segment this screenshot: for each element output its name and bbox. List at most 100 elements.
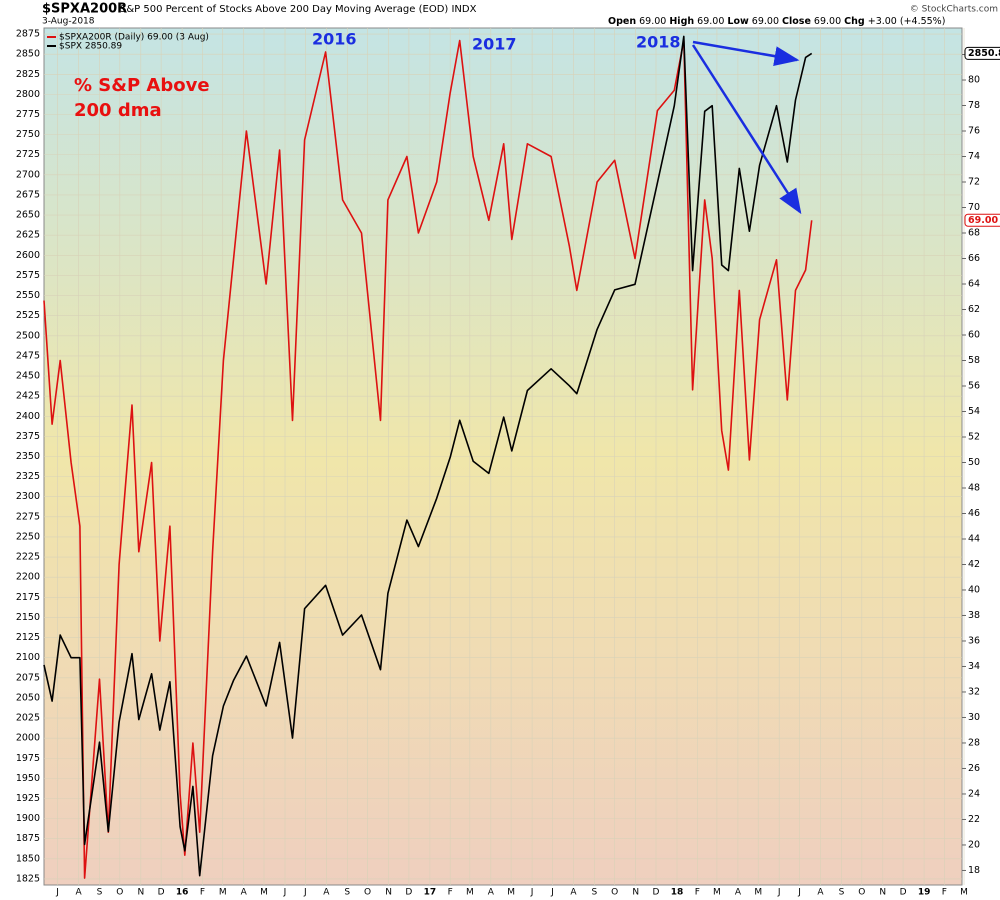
x-tick-label: 18 [671, 888, 684, 898]
y2-tick-label: 74 [968, 151, 980, 162]
y2-tick-label: 30 [968, 712, 980, 723]
y-tick-label: 2050 [16, 692, 40, 703]
y-tick-label: 1950 [16, 773, 40, 784]
y2-tick-label: 64 [968, 279, 980, 290]
y-tick-label: 2100 [16, 652, 40, 663]
y-tick-label: 2675 [16, 189, 40, 200]
x-tick-label: A [75, 888, 82, 898]
annotation: % S&P Above [74, 75, 210, 96]
value-badge [964, 46, 1000, 60]
y-tick-label: 2200 [16, 572, 40, 583]
value-badge [964, 213, 1000, 227]
y-tick-label: 2400 [16, 411, 40, 422]
x-tick-label: M [960, 888, 968, 898]
annotation: 2017 [472, 35, 517, 54]
y-tick-label: 2175 [16, 592, 40, 603]
y2-tick-label: 48 [968, 482, 980, 493]
quote-val: 69.00 [814, 16, 841, 27]
x-tick-label: F [942, 888, 947, 898]
quote-key: Open [608, 16, 636, 27]
y2-tick-label: 78 [968, 100, 980, 111]
quote-val: 69.00 [697, 16, 724, 27]
y-tick-label: 2850 [16, 49, 40, 60]
x-tick-label: M [507, 888, 515, 898]
y-tick-label: 2525 [16, 310, 40, 321]
y-tick-label: 2750 [16, 129, 40, 140]
x-tick-label: A [241, 888, 248, 898]
x-tick-label: A [488, 888, 495, 898]
arrow [692, 40, 800, 67]
x-tick-label: D [653, 888, 660, 898]
y-tick-label: 1925 [16, 793, 40, 804]
y-tick-label: 2500 [16, 330, 40, 341]
x-tick-label: F [695, 888, 700, 898]
x-tick-label: S [97, 888, 103, 898]
x-tick-label: O [858, 888, 865, 898]
x-tick-label: 19 [918, 888, 931, 898]
quote-val: 69.00 [639, 16, 666, 27]
y-tick-label: 2075 [16, 672, 40, 683]
x-tick-label: M [219, 888, 227, 898]
quote-val: +3.00 (+4.55%) [868, 16, 946, 27]
quote-key: High [669, 16, 694, 27]
y2-tick-label: 70 [968, 202, 980, 213]
y-tick-label: 2350 [16, 451, 40, 462]
y-tick-label: 2225 [16, 552, 40, 563]
quote-key: Close [782, 16, 811, 27]
x-tick-label: M [466, 888, 474, 898]
y2-tick-label: 24 [968, 788, 980, 799]
y-tick-label: 1825 [16, 873, 40, 884]
y-tick-label: 2275 [16, 511, 40, 522]
annotation: 200 dma [74, 100, 162, 121]
y-tick-label: 2425 [16, 391, 40, 402]
y-tick-label: 2475 [16, 350, 40, 361]
x-tick-label: N [385, 888, 392, 898]
legend-label: $SPXA200R (Daily) 69.00 (3 Aug) [59, 33, 209, 43]
x-tick-label: D [405, 888, 412, 898]
x-tick-label: S [839, 888, 845, 898]
y-tick-label: 2650 [16, 210, 40, 221]
y-tick-label: 2825 [16, 69, 40, 80]
y2-tick-label: 68 [968, 228, 980, 239]
y2-tick-label: 18 [968, 865, 980, 876]
x-tick-label: 16 [176, 888, 189, 898]
y2-tick-label: 22 [968, 814, 980, 825]
quote-key: Chg [844, 16, 865, 27]
value-badge-label: 2850.89 [968, 48, 1000, 59]
arrow [691, 44, 802, 215]
y2-tick-label: 28 [968, 737, 980, 748]
x-tick-label: S [344, 888, 350, 898]
x-tick-label: D [900, 888, 907, 898]
symbol: $SPXA200R [42, 2, 127, 17]
x-tick-label: J [55, 888, 59, 898]
legend-label: $SPX 2850.89 [59, 42, 122, 52]
date: 3-Aug-2018 [42, 17, 95, 27]
y2-tick-label: 26 [968, 763, 980, 774]
y-tick-label: 2125 [16, 632, 40, 643]
y2-tick-label: 58 [968, 355, 980, 366]
annotation: 2016 [312, 30, 357, 49]
y2-tick-label: 60 [968, 330, 980, 341]
y2-tick-label: 62 [968, 304, 980, 315]
y2-tick-label: 40 [968, 584, 980, 595]
y-tick-label: 2700 [16, 169, 40, 180]
y2-tick-label: 34 [968, 661, 980, 672]
y2-tick-label: 80 [968, 75, 980, 86]
y-tick-label: 2450 [16, 371, 40, 382]
y-tick-label: 2300 [16, 491, 40, 502]
x-tick-label: J [530, 888, 534, 898]
x-tick-label: J [797, 888, 801, 898]
x-tick-label: D [158, 888, 165, 898]
source: © StockCharts.com [910, 5, 998, 15]
y-tick-label: 2725 [16, 149, 40, 160]
y2-tick-label: 46 [968, 508, 980, 519]
x-tick-label: J [777, 888, 781, 898]
quote: Open 69.00 High 69.00 Low 69.00 Close 69… [608, 16, 945, 27]
y2-tick-label: 52 [968, 431, 980, 442]
y-tick-label: 2150 [16, 612, 40, 623]
y-tick-label: 2025 [16, 713, 40, 724]
y2-tick-label: 50 [968, 457, 980, 468]
x-tick-label: A [735, 888, 742, 898]
x-tick-label: N [879, 888, 886, 898]
